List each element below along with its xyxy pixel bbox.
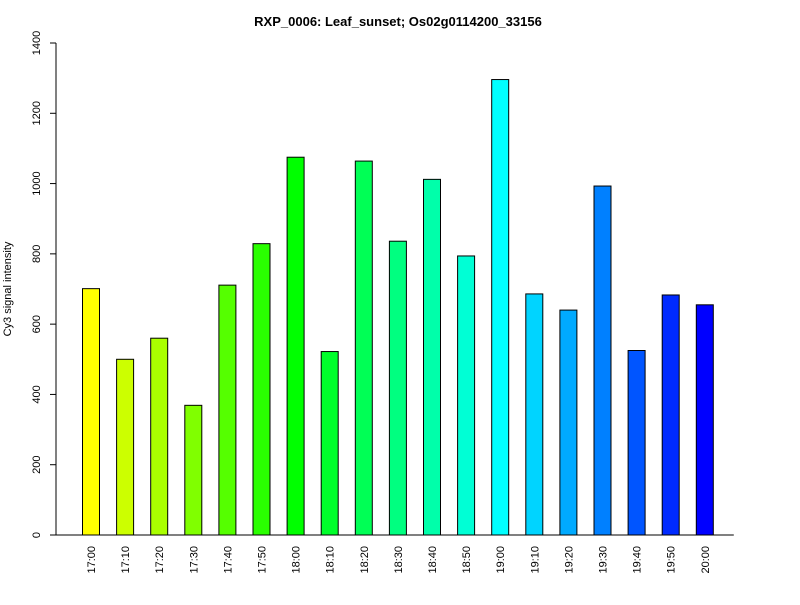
- bar: [559, 309, 578, 536]
- y-tick-label: 1200: [31, 101, 43, 125]
- x-tick-label: 19:50: [666, 546, 678, 574]
- x-tick-label: 19:10: [529, 546, 541, 574]
- y-tick-label: 1000: [31, 171, 43, 195]
- bar: [116, 358, 135, 536]
- bar: [457, 255, 476, 536]
- bar: [82, 288, 100, 536]
- bar: [354, 160, 373, 536]
- bar: [218, 284, 237, 536]
- y-tick-label: 600: [31, 315, 43, 333]
- bar: [252, 243, 271, 536]
- bar: [286, 156, 305, 536]
- y-tick-label: 800: [31, 245, 43, 263]
- bar: [388, 240, 407, 536]
- x-tick-label: 18:40: [427, 546, 439, 574]
- x-tick-label: 18:30: [393, 546, 405, 574]
- bar: [184, 404, 203, 536]
- x-tick-label: 19:20: [563, 546, 575, 574]
- y-tick-label: 200: [31, 456, 43, 474]
- bar: [491, 79, 510, 536]
- bar: [627, 350, 646, 536]
- x-tick-label: 17:30: [188, 546, 200, 574]
- bar: [525, 293, 544, 536]
- y-axis-label: Cy3 signal intensity: [2, 241, 14, 336]
- x-tick-label: 19:00: [495, 546, 507, 574]
- x-tick-label: 19:30: [598, 546, 610, 574]
- y-tick-label: 400: [31, 385, 43, 403]
- x-tick-label: 18:10: [325, 546, 337, 574]
- bar: [150, 337, 169, 536]
- x-tick-label: 17:50: [257, 546, 269, 574]
- x-tick-label: 20:00: [700, 546, 712, 574]
- x-tick-label: 18:50: [461, 546, 473, 574]
- bar: [661, 294, 680, 536]
- x-tick-label: 18:00: [291, 546, 303, 574]
- bar: [423, 178, 441, 536]
- x-tick-label: 19:40: [632, 546, 644, 574]
- x-tick-label: 17:00: [86, 546, 98, 574]
- bar: [695, 304, 714, 536]
- plot-area: 0 200 400 600 800 1000 1200 1400 17:00 17:10 17:20…: [31, 31, 734, 574]
- y-tick-label: 1400: [31, 31, 43, 55]
- chart-title: RXP_0006: Leaf_sunset; Os02g0114200_3315…: [254, 14, 542, 29]
- bar: [593, 185, 612, 536]
- x-tick-label: 17:40: [222, 546, 234, 574]
- x-tick-label: 17:20: [154, 546, 166, 574]
- y-tick-label: 0: [31, 532, 43, 538]
- x-tick-label: 18:20: [359, 546, 371, 574]
- x-tick-label: 17:10: [120, 546, 132, 574]
- bar: [320, 351, 339, 536]
